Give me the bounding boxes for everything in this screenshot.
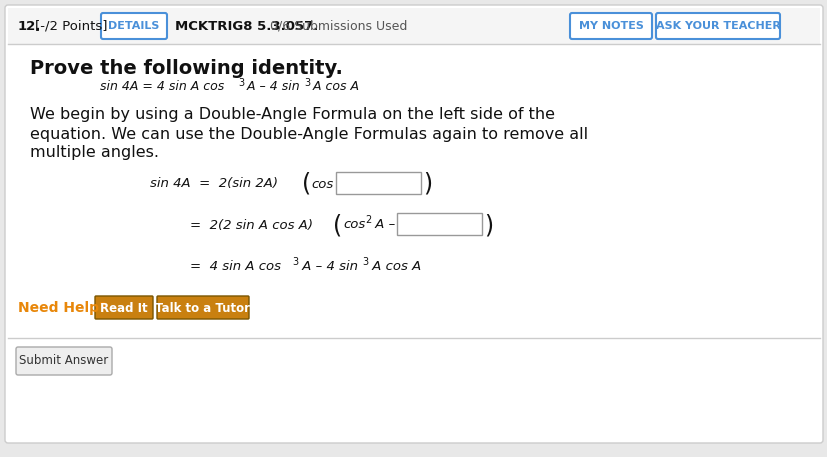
Text: 3: 3 xyxy=(237,78,244,88)
Text: We begin by using a Double-Angle Formula on the left side of the: We begin by using a Double-Angle Formula… xyxy=(30,107,554,122)
Text: sin 4A = 4 sin A cos: sin 4A = 4 sin A cos xyxy=(100,80,224,93)
FancyBboxPatch shape xyxy=(157,296,249,319)
Text: A cos A: A cos A xyxy=(367,260,421,273)
Text: A cos A: A cos A xyxy=(308,80,359,93)
Text: sin 4A  =  2(sin 2A): sin 4A = 2(sin 2A) xyxy=(150,177,278,191)
FancyBboxPatch shape xyxy=(16,347,112,375)
Text: 3: 3 xyxy=(304,78,310,88)
Text: MY NOTES: MY NOTES xyxy=(578,21,643,31)
Text: MCKTRIG8 5.3.057.: MCKTRIG8 5.3.057. xyxy=(174,20,318,32)
Text: 0/6 Submissions Used: 0/6 Submissions Used xyxy=(270,20,407,32)
FancyBboxPatch shape xyxy=(569,13,651,39)
Text: DETAILS: DETAILS xyxy=(108,21,160,31)
Text: Need Help?: Need Help? xyxy=(18,301,107,315)
Text: =  4 sin A cos: = 4 sin A cos xyxy=(189,260,280,273)
Text: ): ) xyxy=(423,172,432,196)
Text: cos: cos xyxy=(311,177,332,191)
Text: Talk to a Tutor: Talk to a Tutor xyxy=(155,302,251,314)
FancyBboxPatch shape xyxy=(655,13,779,39)
FancyBboxPatch shape xyxy=(5,5,822,443)
FancyBboxPatch shape xyxy=(396,213,481,235)
Text: (: ( xyxy=(332,213,342,237)
Text: Read It: Read It xyxy=(100,302,148,314)
Text: A – 4 sin: A – 4 sin xyxy=(242,80,299,93)
FancyBboxPatch shape xyxy=(95,296,153,319)
Text: cos: cos xyxy=(342,218,365,232)
Text: [-/2 Points]: [-/2 Points] xyxy=(35,20,108,32)
Text: multiple angles.: multiple angles. xyxy=(30,145,159,160)
Text: =  2(2 sin A cos A): = 2(2 sin A cos A) xyxy=(189,218,313,232)
Text: ): ) xyxy=(484,213,493,237)
FancyBboxPatch shape xyxy=(8,8,819,44)
Text: A –: A – xyxy=(370,218,399,232)
Text: Prove the following identity.: Prove the following identity. xyxy=(30,58,342,78)
Text: A – 4 sin: A – 4 sin xyxy=(298,260,357,273)
Text: 3: 3 xyxy=(361,257,368,267)
Text: 12.: 12. xyxy=(18,20,41,32)
Text: ASK YOUR TEACHER: ASK YOUR TEACHER xyxy=(655,21,780,31)
Text: 3: 3 xyxy=(292,257,298,267)
Text: (: ( xyxy=(302,172,311,196)
Text: 2: 2 xyxy=(365,215,370,225)
Text: Submit Answer: Submit Answer xyxy=(19,355,108,367)
FancyBboxPatch shape xyxy=(101,13,167,39)
Text: equation. We can use the Double-Angle Formulas again to remove all: equation. We can use the Double-Angle Fo… xyxy=(30,127,587,142)
FancyBboxPatch shape xyxy=(336,172,420,194)
